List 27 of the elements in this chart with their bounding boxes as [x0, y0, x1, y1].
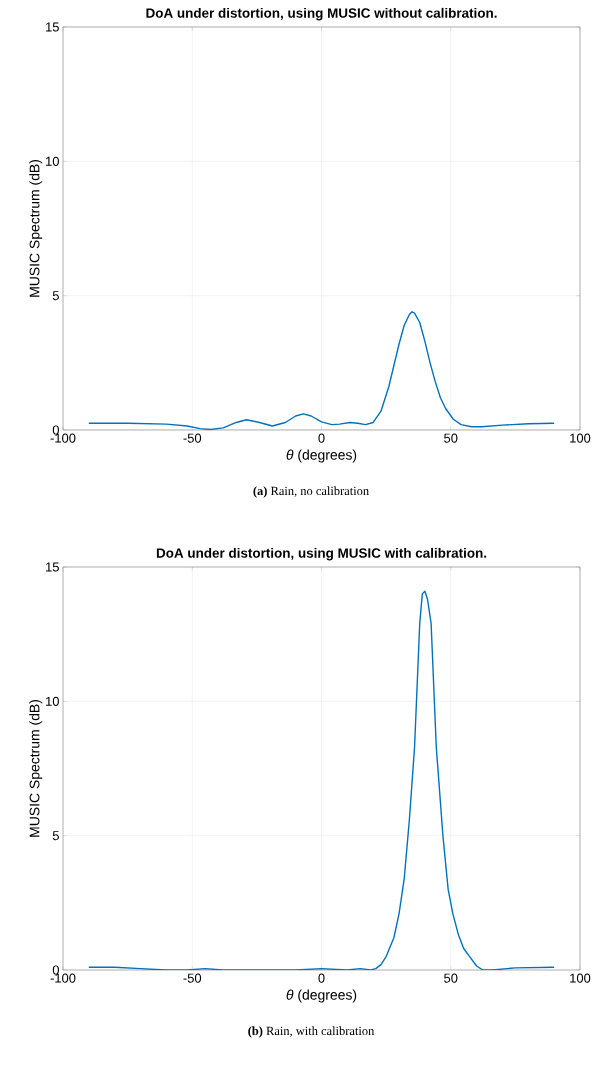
x-axis-title: θ (degrees)	[286, 989, 357, 1003]
x-axis-title: θ (degrees)	[286, 449, 357, 463]
y-tick-label: 0	[52, 425, 59, 435]
x-tick-label: 50	[444, 973, 458, 983]
y-tick-label: 15	[46, 22, 59, 32]
y-tick-label: 10	[46, 696, 59, 706]
text: (b) Rain, with calibration	[248, 1026, 375, 1038]
y-tick-label: 0	[52, 965, 59, 975]
x-tick-label: 0	[318, 433, 325, 443]
y-tick-label: 15	[46, 562, 59, 572]
y-axis-title: MUSIC Spectrum (dB)	[29, 700, 43, 837]
chart-title: DoA under distortion, using MUSIC without calibration.	[146, 7, 497, 21]
x-tick-label: -100	[50, 433, 76, 443]
x-tick-label: -100	[50, 973, 76, 983]
x-tick-label: 50	[444, 433, 458, 443]
x-tick-label: -50	[183, 973, 202, 983]
x-tick-label: 0	[318, 973, 325, 983]
x-tick-label: 100	[570, 433, 591, 443]
y-tick-label: 5	[52, 831, 59, 841]
y-tick-label: 5	[52, 291, 59, 301]
y-axis-title: MUSIC Spectrum (dB)	[29, 160, 43, 297]
x-tick-label: 100	[570, 973, 591, 983]
y-tick-label: 10	[46, 156, 59, 166]
line-series	[88, 311, 555, 430]
x-tick-label: -50	[183, 433, 202, 443]
text: (a) Rain, no calibration	[253, 486, 369, 498]
chart-title: DoA under distortion, using MUSIC with calibration.	[156, 547, 487, 561]
